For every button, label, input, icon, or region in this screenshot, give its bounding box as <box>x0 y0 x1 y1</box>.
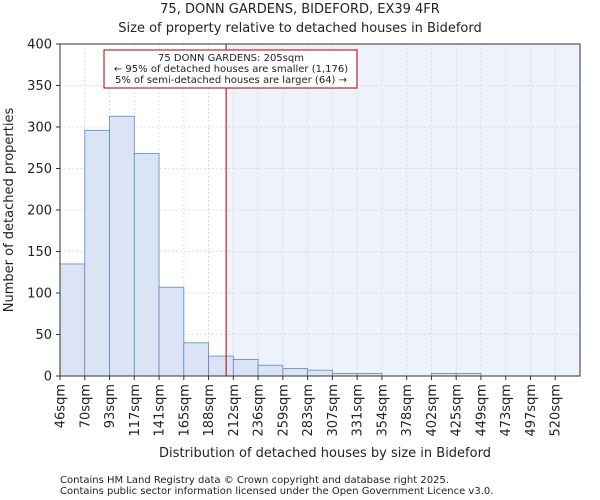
chart-subtitle: Size of property relative to detached ho… <box>118 21 481 36</box>
x-tick-label: 520sqm <box>549 384 564 437</box>
x-tick-label: 449sqm <box>474 384 489 437</box>
x-tick-label: 141sqm <box>153 384 168 437</box>
histogram-bar <box>307 369 333 377</box>
x-tick-label: 354sqm <box>375 384 390 437</box>
annotation-line-1: 75 DONN GARDENS: 205sqm <box>158 53 304 64</box>
annotation-line-2: ← 95% of detached houses are smaller (1,… <box>114 64 348 75</box>
histogram-bar <box>257 364 284 377</box>
histogram-bar <box>232 358 259 377</box>
x-axis-title: Distribution of detached houses by size … <box>159 446 491 461</box>
annotation-border <box>103 49 358 89</box>
x-tick-label: 283sqm <box>301 384 316 437</box>
plot-area: 0 50 100 150 200 250 300 350 400 46sqm 70sqm 93sqm 1… <box>27 38 581 437</box>
x-tick-label: 425sqm <box>450 384 465 437</box>
x-tick-label: 259sqm <box>276 384 291 437</box>
y-tick-label: 0 <box>44 370 52 385</box>
x-tick-label: 188sqm <box>202 384 217 437</box>
x-tick-label: 497sqm <box>524 384 539 437</box>
x-tick-label: 212sqm <box>227 384 242 437</box>
annotation-box: 75 DONN GARDENS: 205sqm ← 95% of detache… <box>103 49 358 89</box>
footer-line-1: Contains HM Land Registry data © Crown c… <box>60 475 449 486</box>
y-tick-label: 150 <box>27 245 52 260</box>
x-tick-label: 307sqm <box>326 384 341 437</box>
x-tick-label: 236sqm <box>252 384 267 437</box>
y-tick-label: 200 <box>27 204 52 219</box>
annotation-line-3: 5% of semi-detached houses are larger (6… <box>115 75 347 86</box>
y-tick-label: 100 <box>27 287 52 302</box>
y-tick-label: 50 <box>35 328 52 343</box>
x-tick-label: 473sqm <box>499 384 514 437</box>
y-tick-label: 250 <box>27 162 52 177</box>
y-tick-label: 350 <box>27 79 52 94</box>
histogram-bar <box>133 153 160 377</box>
y-axis-title: Number of detached properties <box>2 108 17 313</box>
histogram-bar <box>208 355 234 377</box>
x-tick-label: 402sqm <box>425 384 440 437</box>
x-tick-label: 117sqm <box>128 384 143 437</box>
histogram-bar <box>158 286 185 377</box>
y-tick-label: 400 <box>27 38 52 53</box>
histogram-bar <box>282 368 309 377</box>
x-tick-label: 378sqm <box>400 384 415 437</box>
larger-region-shade <box>226 44 580 376</box>
x-tick-label: 331sqm <box>351 384 366 437</box>
x-tick-label: 70sqm <box>78 384 93 428</box>
x-tick-label: 93sqm <box>103 384 118 428</box>
chart-title: 75, DONN GARDENS, BIDEFORD, EX39 4FR <box>160 2 440 17</box>
y-tick-label: 300 <box>27 121 52 136</box>
histogram-bar <box>84 129 110 377</box>
histogram-bar <box>59 263 86 377</box>
histogram-bar <box>109 115 135 377</box>
x-tick-label: 46sqm <box>54 384 69 428</box>
footer-line-2: Contains public sector information licen… <box>60 486 493 497</box>
x-tick-label: 165sqm <box>177 384 192 437</box>
histogram-bar <box>183 342 209 377</box>
